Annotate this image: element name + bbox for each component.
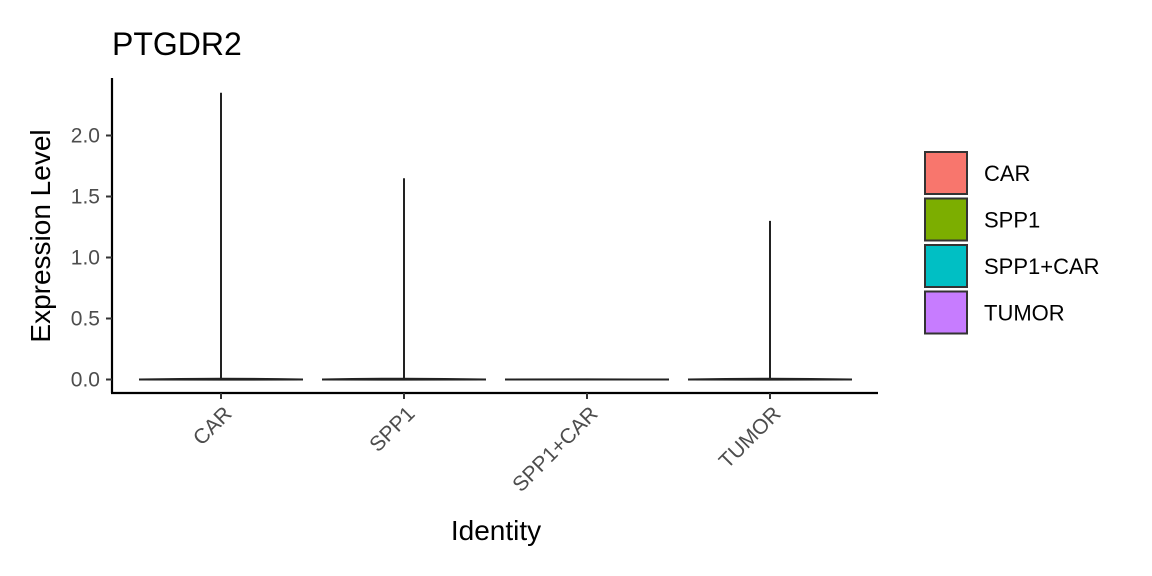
legend-entry: TUMOR bbox=[924, 290, 1065, 335]
violin-spp1 bbox=[321, 178, 487, 381]
legend-key bbox=[924, 197, 968, 242]
x-tick-label: CAR bbox=[189, 402, 237, 450]
legend-key bbox=[924, 244, 968, 288]
y-tick-label: 1.0 bbox=[71, 247, 100, 270]
legend-key bbox=[924, 151, 968, 195]
legend-label: CAR bbox=[984, 161, 1030, 186]
violin-car bbox=[138, 92, 304, 381]
y-axis: 0.0 0.5 1.0 1.5 2.0 bbox=[71, 78, 114, 393]
chart-title: PTGDR2 bbox=[112, 26, 242, 62]
x-tick-label: SPP1 bbox=[365, 402, 419, 456]
x-tick-label: SPP1+CAR bbox=[508, 402, 602, 496]
legend-entry: SPP1 bbox=[924, 197, 1040, 242]
y-tick-label: 1.5 bbox=[71, 186, 100, 209]
legend-entry: CAR bbox=[924, 151, 1030, 195]
legend-label: SPP1 bbox=[984, 208, 1040, 233]
legend-entry: SPP1+CAR bbox=[924, 244, 1100, 288]
plot-area bbox=[138, 92, 853, 381]
y-tick-label: 0.0 bbox=[71, 369, 100, 392]
legend: CAR SPP1 SPP1+CAR TUMOR bbox=[924, 151, 1100, 335]
x-tick-label: TUMOR bbox=[715, 402, 786, 473]
y-axis-title: Expression Level bbox=[25, 129, 56, 342]
y-tick-label: 0.5 bbox=[71, 308, 100, 331]
legend-label: SPP1+CAR bbox=[984, 254, 1100, 279]
legend-key bbox=[924, 290, 968, 335]
x-axis-title: Identity bbox=[451, 515, 541, 546]
violin-tumor bbox=[687, 220, 853, 381]
x-axis: CAR SPP1 SPP1+CAR TUMOR bbox=[111, 391, 878, 497]
y-tick-label: 2.0 bbox=[71, 125, 100, 148]
legend-label: TUMOR bbox=[984, 301, 1065, 326]
